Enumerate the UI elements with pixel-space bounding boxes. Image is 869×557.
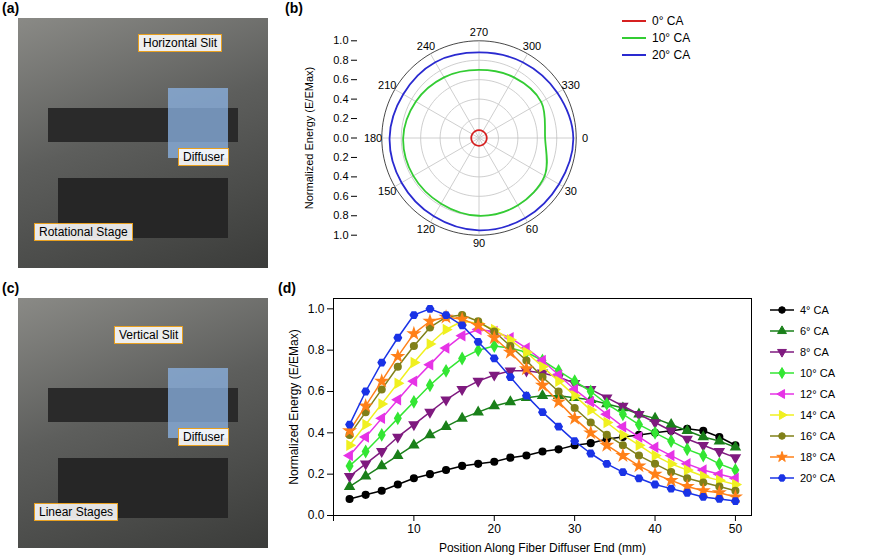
svg-text:12° CA: 12° CA: [800, 388, 836, 400]
svg-text:0.6: 0.6: [333, 190, 348, 202]
svg-text:14° CA: 14° CA: [800, 409, 836, 421]
html-text:(d): (d): [278, 280, 296, 296]
html-text:0° CA: 0° CA: [652, 13, 684, 28]
svg-text:0.6: 0.6: [308, 384, 325, 398]
html-text:20° CA: 20° CA: [652, 47, 691, 62]
svg-text:10: 10: [407, 522, 421, 536]
svg-text:240: 240: [417, 40, 435, 52]
svg-text:0.2: 0.2: [333, 151, 348, 163]
html-text:Rotational Stage: Rotational Stage: [39, 225, 128, 239]
svg-text:0.8: 0.8: [333, 54, 348, 66]
svg-text:1.0: 1.0: [308, 302, 325, 316]
svg-text:90: 90: [473, 237, 485, 249]
svg-text:60: 60: [526, 223, 538, 235]
html-text:(a): (a): [2, 0, 20, 16]
svg-text:0.2: 0.2: [333, 112, 348, 124]
html-text:(c): (c): [2, 280, 20, 296]
html-text:Diffuser: Diffuser: [183, 430, 225, 444]
svg-text:270: 270: [470, 26, 488, 38]
svg-text:0: 0: [582, 132, 588, 144]
html-text:(b): (b): [285, 0, 303, 16]
svg-text:0.0: 0.0: [308, 508, 325, 522]
svg-text:0.8: 0.8: [308, 343, 325, 357]
html-text:Horizontal Slit: Horizontal Slit: [143, 36, 217, 50]
svg-text:0.0: 0.0: [333, 132, 348, 144]
svg-text:0.4: 0.4: [333, 93, 348, 105]
svg-text:20° CA: 20° CA: [800, 472, 836, 484]
svg-text:180: 180: [364, 132, 382, 144]
svg-text:6° CA: 6° CA: [800, 325, 830, 337]
svg-text:150: 150: [378, 184, 396, 196]
svg-text:0.2: 0.2: [308, 467, 325, 481]
svg-text:4° CA: 4° CA: [800, 304, 830, 316]
svg-text:300: 300: [523, 40, 541, 52]
svg-text:120: 120: [417, 223, 435, 235]
svg-text:18° CA: 18° CA: [800, 451, 836, 463]
svg-text:0.8: 0.8: [333, 209, 348, 221]
svg-text:1.0: 1.0: [333, 229, 348, 241]
svg-text:Normalized Energy (E/EMax): Normalized Energy (E/EMax): [303, 67, 315, 209]
svg-text:30: 30: [565, 184, 577, 196]
svg-text:210: 210: [378, 79, 396, 91]
html-text:10° CA: 10° CA: [652, 30, 691, 45]
svg-text:0.6: 0.6: [333, 73, 348, 85]
svg-text:8° CA: 8° CA: [800, 346, 830, 358]
html-text:Vertical Slit: Vertical Slit: [119, 328, 179, 342]
svg-text:0.4: 0.4: [308, 426, 325, 440]
svg-text:Position Along Fiber Diffuser: Position Along Fiber Diffuser End (mm): [439, 541, 646, 555]
svg-text:40: 40: [648, 522, 662, 536]
svg-text:20: 20: [488, 522, 502, 536]
svg-text:30: 30: [568, 522, 582, 536]
html-text:Diffuser: Diffuser: [183, 150, 225, 164]
html-text:Linear Stages: Linear Stages: [39, 505, 114, 519]
svg-text:10° CA: 10° CA: [800, 367, 836, 379]
svg-text:330: 330: [562, 79, 580, 91]
svg-text:50: 50: [729, 522, 743, 536]
svg-text:1.0: 1.0: [333, 34, 348, 46]
svg-text:Normalized Energy (E/EMax): Normalized Energy (E/EMax): [287, 329, 301, 484]
svg-text:0.4: 0.4: [333, 170, 348, 182]
svg-text:16° CA: 16° CA: [800, 430, 836, 442]
